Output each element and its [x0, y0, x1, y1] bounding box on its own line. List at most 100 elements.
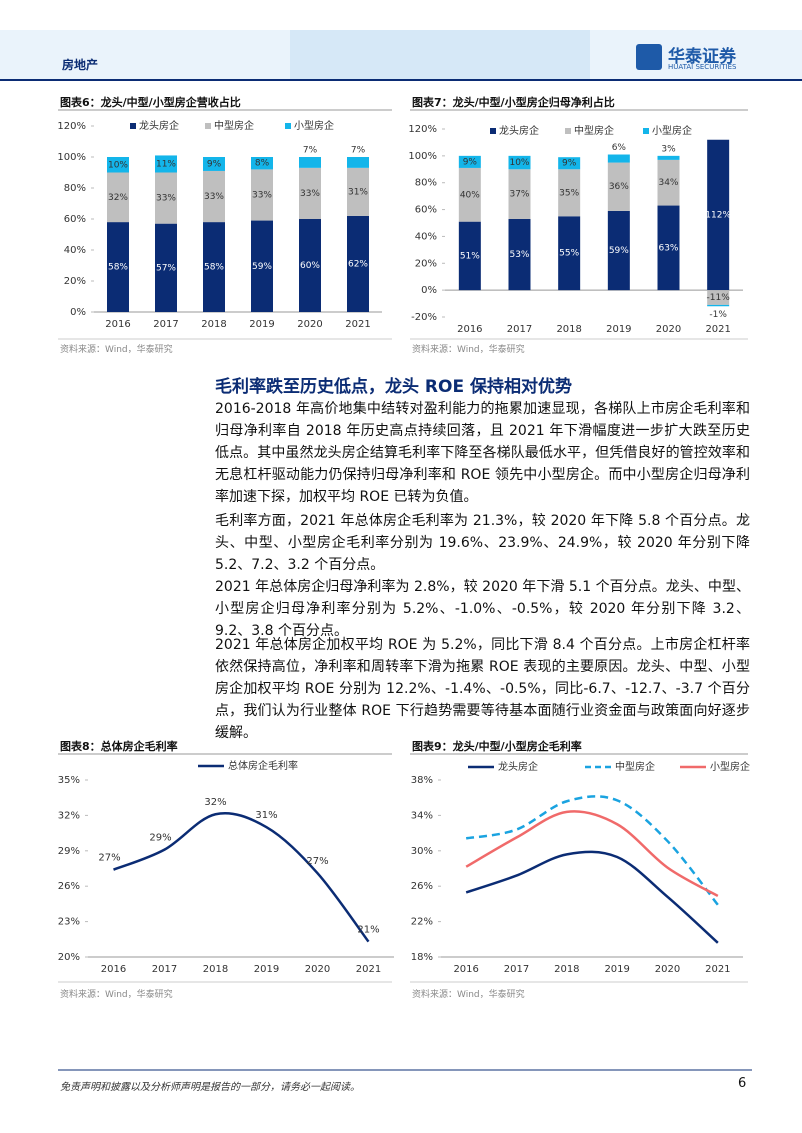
bar-segment — [508, 218, 531, 291]
bar-segment — [707, 139, 730, 291]
bar-segment — [458, 221, 481, 291]
value-label: 7% — [303, 146, 318, 156]
x-tick-label: 2019 — [249, 319, 274, 330]
line-series — [465, 850, 719, 944]
bar-segment — [299, 219, 321, 312]
value-label: 9% — [463, 157, 478, 167]
value-label: 27% — [98, 853, 120, 864]
bar-segment — [251, 169, 273, 221]
legend-label: 中型房企 — [574, 124, 614, 137]
value-label: -11% — [707, 293, 731, 303]
value-label: 31% — [255, 810, 277, 821]
bar-segment — [657, 155, 680, 160]
y-tick-label: 22% — [411, 917, 433, 928]
bar-segment — [707, 304, 730, 307]
y-tick-label: 80% — [415, 178, 437, 189]
y-tick-label: 20% — [64, 276, 86, 287]
x-tick-label: 2017 — [504, 964, 529, 975]
figure-title: 图表6：龙头/中型/小型房企营收占比 — [60, 96, 241, 109]
figure-source: 资料来源：Wind，华泰研究 — [60, 345, 173, 355]
y-tick-label: 40% — [415, 231, 437, 242]
y-tick-label: 26% — [58, 881, 80, 892]
value-label: 33% — [252, 190, 272, 200]
value-label: 62% — [348, 259, 368, 269]
value-label: 3% — [661, 144, 676, 154]
y-tick-label: 40% — [64, 245, 86, 256]
bar-segment — [458, 155, 481, 168]
y-tick-label: 60% — [64, 214, 86, 225]
y-tick-label: 80% — [64, 183, 86, 194]
legend-label: 小型房企 — [294, 119, 334, 132]
legend-label: 小型房企 — [652, 124, 692, 137]
bar-segment — [203, 222, 225, 312]
figure-title: 图表7：龙头/中型/小型房企归母净利占比 — [412, 96, 615, 109]
y-tick-label: 18% — [411, 952, 433, 963]
legend-swatch — [565, 128, 571, 134]
y-tick-label: 30% — [411, 846, 433, 857]
legend-label: 龙头房企 — [499, 124, 539, 137]
value-label: 58% — [204, 263, 224, 273]
bar-segment — [347, 167, 369, 216]
bar-segment — [558, 157, 581, 170]
brand-name: 华泰证券 — [668, 47, 736, 67]
figure-title: 图表9：龙头/中型/小型房企毛利率 — [412, 740, 582, 753]
legend-label: 龙头房企 — [139, 119, 179, 132]
bar-segment — [657, 159, 680, 206]
x-tick-label: 2016 — [101, 964, 126, 975]
value-label: 33% — [204, 192, 224, 202]
bar-segment — [299, 157, 321, 168]
y-tick-label: 35% — [58, 775, 80, 786]
figure-source: 资料来源：Wind，华泰研究 — [412, 990, 525, 1000]
line-series — [113, 812, 370, 943]
legend-swatch — [285, 123, 291, 129]
bar-segment — [508, 169, 531, 219]
bar-segment — [607, 154, 630, 163]
y-tick-label: 0% — [421, 285, 437, 296]
x-tick-label: 2018 — [201, 319, 226, 330]
paragraph: 毛利率方面，2021 年总体房企毛利率为 21.3%，较 2020 年下降 5.… — [215, 513, 750, 573]
x-tick-label: 2016 — [453, 964, 478, 975]
bar-segment — [707, 290, 730, 305]
x-tick-label: 2017 — [153, 319, 178, 330]
legend-label: 龙头房企 — [498, 760, 538, 773]
paragraph: 2021 年总体房企归母净利率为 2.8%，较 2020 年下滑 5.1 个百分… — [215, 579, 750, 639]
bar-segment — [203, 170, 225, 223]
bar-segment — [657, 205, 680, 291]
article-heading: 毛利率跌至历史低点，龙头 ROE 保持相对优势 — [215, 377, 572, 397]
bar-segment — [607, 162, 630, 211]
value-label: 33% — [300, 189, 320, 199]
value-label: 6% — [612, 143, 627, 153]
x-tick-label: 2016 — [457, 324, 482, 335]
figure-source: 资料来源：Wind，华泰研究 — [60, 990, 173, 1000]
value-label: 112% — [705, 210, 731, 220]
legend-swatch — [490, 128, 496, 134]
value-label: 36% — [609, 182, 629, 192]
y-tick-label: -20% — [411, 312, 437, 323]
value-label: 27% — [306, 856, 328, 867]
y-tick-label: 38% — [411, 775, 433, 786]
y-tick-label: 60% — [415, 205, 437, 216]
value-label: 32% — [108, 193, 128, 203]
legend-swatch — [205, 123, 211, 129]
figure-source: 资料来源：Wind，华泰研究 — [412, 345, 525, 355]
value-label: 33% — [156, 194, 176, 204]
value-label: 34% — [658, 178, 678, 188]
x-tick-label: 2018 — [556, 324, 581, 335]
line-series — [465, 810, 719, 898]
x-tick-label: 2021 — [705, 964, 730, 975]
bar-segment — [508, 155, 531, 170]
y-tick-label: 120% — [408, 124, 437, 135]
bar-segment — [107, 172, 129, 223]
y-tick-label: 100% — [408, 151, 437, 162]
y-tick-label: 29% — [58, 846, 80, 857]
bar-segment — [107, 222, 129, 312]
figure-title: 图表8：总体房企毛利率 — [60, 740, 178, 753]
paragraph: 2016-2018 年高价地集中结转对盈利能力的拖累加速显现，各梯队上市房企毛利… — [215, 401, 750, 505]
x-tick-label: 2019 — [254, 964, 279, 975]
bar-segment — [347, 215, 369, 312]
value-label: 9% — [562, 159, 577, 169]
x-tick-label: 2018 — [203, 964, 228, 975]
bar-segment — [299, 167, 321, 219]
value-label: -1% — [709, 310, 727, 320]
